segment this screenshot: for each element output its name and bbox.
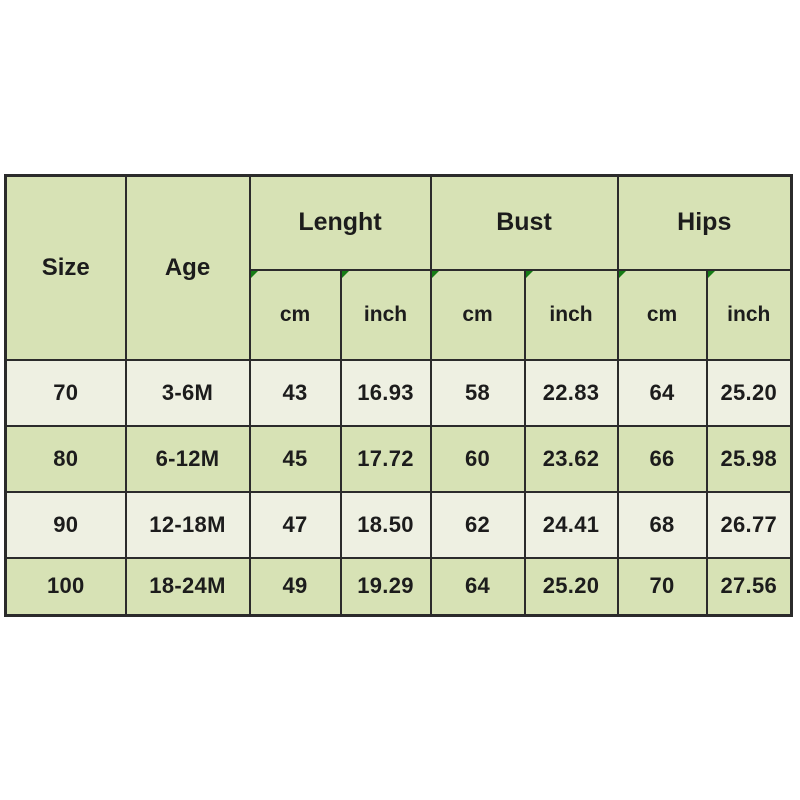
table-cell: 70 <box>4 358 127 427</box>
subheader-label: inch <box>727 302 771 326</box>
table-cell: 23.62 <box>523 424 619 493</box>
size-table: Size Age Lenght Bust Hips cm inch cm inc… <box>4 174 794 617</box>
table-cell: 64 <box>616 358 708 427</box>
subheader-bust-cm: cm <box>429 268 526 361</box>
header-group-row: Size Age Lenght Bust Hips <box>4 174 793 361</box>
subheader-length-inch: inch <box>339 268 432 361</box>
table-cell: 62 <box>429 490 526 559</box>
table-cell: 45 <box>248 424 342 493</box>
table-cell: 58 <box>429 358 526 427</box>
table-cell: 47 <box>248 490 342 559</box>
table-cell: 43 <box>248 358 342 427</box>
subheader-hips-cm: cm <box>616 268 708 361</box>
header-bust: Bust <box>429 174 619 271</box>
cell-flag-icon <box>526 271 533 278</box>
table-cell: 90 <box>4 490 127 559</box>
table-cell: 49 <box>248 556 342 617</box>
cell-flag-icon <box>342 271 349 278</box>
table-cell: 25.98 <box>705 424 793 493</box>
table-cell: 18.50 <box>339 490 432 559</box>
table-cell: 66 <box>616 424 708 493</box>
table-cell: 80 <box>4 424 127 493</box>
table-cell: 26.77 <box>705 490 793 559</box>
cell-flag-icon <box>619 271 626 278</box>
table-row-size-80: 80 6-12M 45 17.72 60 23.62 66 25.98 <box>4 424 793 493</box>
table-row-size-90: 90 12-18M 47 18.50 62 24.41 68 26.77 <box>4 490 793 559</box>
subheader-hips-inch: inch <box>705 268 793 361</box>
table-cell: 100 <box>4 556 127 617</box>
cell-flag-icon <box>251 271 258 278</box>
table-cell: 24.41 <box>523 490 619 559</box>
table-cell: 16.93 <box>339 358 432 427</box>
table-cell: 60 <box>429 424 526 493</box>
table-cell: 3-6M <box>124 358 251 427</box>
header-sub-row: cm inch cm inch cm inch <box>6 268 793 361</box>
header-hips: Hips <box>616 174 793 271</box>
table-cell: 64 <box>429 556 526 617</box>
header-size: Size <box>4 174 127 361</box>
subheader-label: inch <box>363 302 408 326</box>
subheader-length-cm: cm <box>248 268 342 361</box>
table-cell: 18-24M <box>124 556 251 617</box>
table-cell: 6-12M <box>124 424 251 493</box>
table-row-size-100: 100 18-24M 49 19.29 64 25.20 70 27.56 <box>4 556 793 617</box>
table-cell: 12-18M <box>124 490 251 559</box>
subheader-bust-inch: inch <box>523 268 619 361</box>
cell-flag-icon <box>432 271 439 278</box>
header-age: Age <box>124 174 251 361</box>
table-cell: 17.72 <box>339 424 432 493</box>
table-cell: 25.20 <box>705 358 793 427</box>
table-cell: 27.56 <box>705 556 793 617</box>
table-row-size-70: 70 3-6M 43 16.93 58 22.83 64 25.20 <box>4 358 793 427</box>
table-cell: 25.20 <box>523 556 619 617</box>
header-length: Lenght <box>248 174 432 271</box>
subheader-label: inch <box>549 302 593 326</box>
subheader-label: cm <box>646 302 678 326</box>
table-cell: 19.29 <box>339 556 432 617</box>
table-cell: 70 <box>616 556 708 617</box>
subheader-label: cm <box>279 302 311 326</box>
subheader-label: cm <box>462 302 493 326</box>
table-cell: 22.83 <box>523 358 619 427</box>
cell-flag-icon <box>708 271 715 278</box>
table-cell: 68 <box>616 490 708 559</box>
